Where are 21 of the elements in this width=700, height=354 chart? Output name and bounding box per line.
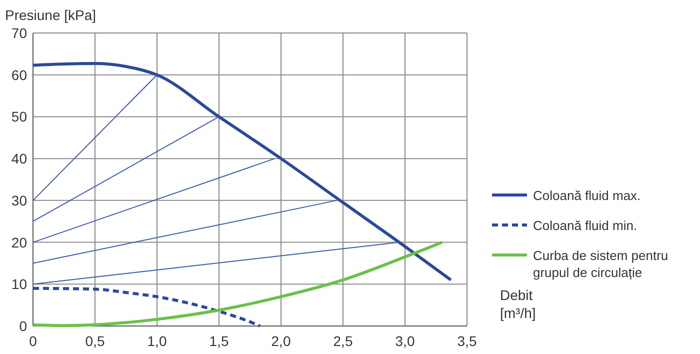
y-axis-title: Presiune [kPa] bbox=[5, 7, 96, 23]
x-axis-title: Debit [m³/h] bbox=[500, 287, 536, 321]
y-tick-label: 20 bbox=[11, 234, 28, 250]
x-tick-label: 0,5 bbox=[85, 333, 105, 349]
x-tick-label: 2,0 bbox=[271, 333, 291, 349]
x-tick-label: 2,5 bbox=[333, 333, 353, 349]
y-tick-label: 60 bbox=[11, 66, 28, 83]
x-tick-label: 3,0 bbox=[395, 333, 415, 349]
x-tick-label: 0 bbox=[29, 333, 38, 349]
legend-label: Coloană fluid max. bbox=[533, 188, 641, 203]
x-tick-label: 1,5 bbox=[209, 333, 229, 349]
y-tick-label: 70 bbox=[11, 25, 28, 41]
x-tick-label: 1,0 bbox=[147, 333, 167, 349]
y-tick-label: 0 bbox=[19, 318, 28, 334]
legend-label: Coloană fluid min. bbox=[533, 218, 638, 233]
y-tick-label: 40 bbox=[11, 150, 28, 167]
y-tick-label: 30 bbox=[11, 192, 28, 208]
y-tick-label: 50 bbox=[11, 108, 28, 125]
legend-label: Curba de sistem pentru grupul de circulație bbox=[533, 248, 668, 280]
y-tick-label: 10 bbox=[11, 276, 28, 292]
x-tick-label: 3,5 bbox=[457, 333, 477, 349]
